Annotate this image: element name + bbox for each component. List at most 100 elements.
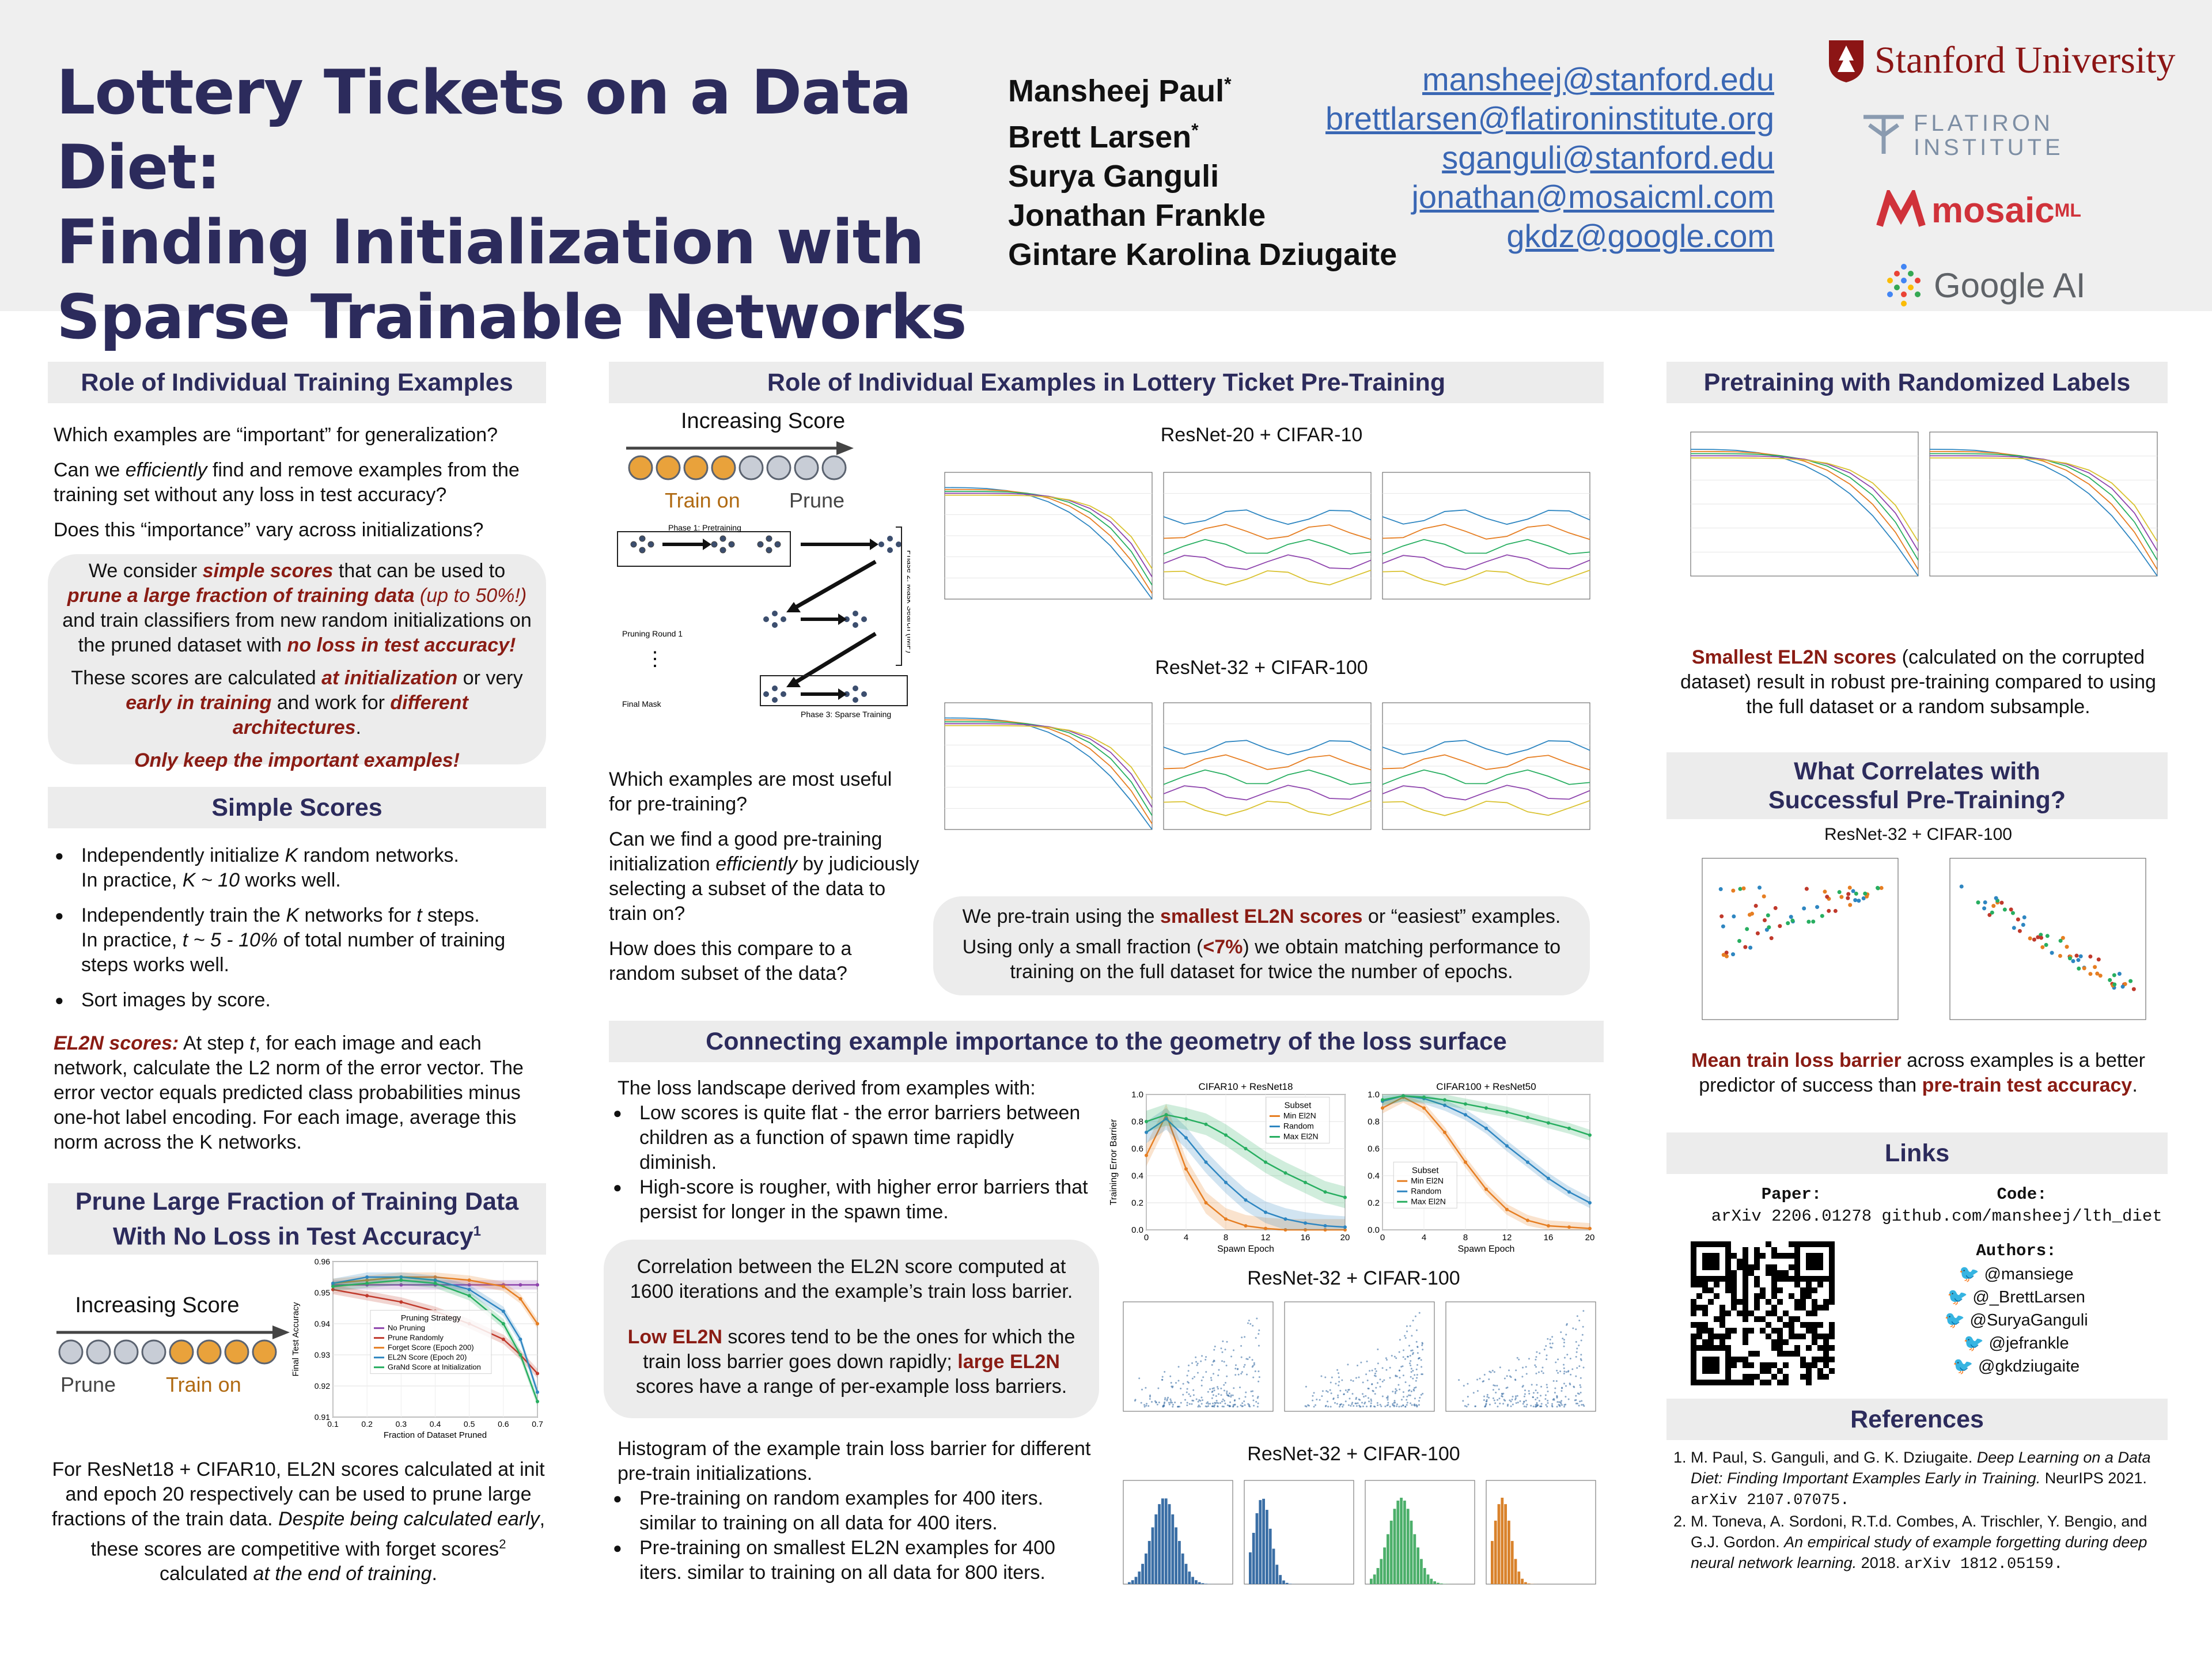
scatter-point xyxy=(1731,888,1736,893)
scatter-point xyxy=(1342,1404,1344,1406)
scatter-point xyxy=(1192,1400,1195,1402)
email-link[interactable]: mansheej@stanford.edu xyxy=(1422,61,1774,97)
scatter-point xyxy=(2040,945,2045,949)
qr-module xyxy=(1743,1299,1748,1305)
qr-module xyxy=(1800,1293,1806,1299)
scatter-point xyxy=(1239,1387,1241,1389)
scatter-point xyxy=(1582,1325,1584,1328)
scatter-point xyxy=(1334,1402,1336,1404)
score-scale-graphic xyxy=(56,1325,290,1365)
scatter-point xyxy=(1876,886,1880,891)
scatter-point xyxy=(2058,953,2062,958)
scatter-point xyxy=(1172,1404,1174,1406)
data-point xyxy=(1264,1160,1267,1164)
qr-module xyxy=(1777,1328,1783,1334)
qr-module xyxy=(1783,1276,1789,1282)
scatter-point xyxy=(1366,1360,1368,1362)
scatter-point xyxy=(1406,1404,1408,1406)
scatter-point xyxy=(1576,1315,1578,1317)
score-scale: Increasing Score Train on Prune xyxy=(623,409,865,518)
email-link[interactable]: jonathan@mosaicml.com xyxy=(1411,179,1774,215)
scatter-point xyxy=(1493,1384,1495,1387)
el2n-vs-barrier-scatter xyxy=(1123,1301,1596,1412)
author: Gintare Karolina Dziugaite xyxy=(1008,237,1397,272)
scatter-point xyxy=(1497,1406,1499,1408)
qr-module xyxy=(1829,1334,1835,1339)
scatter-point xyxy=(1342,1406,1344,1408)
scatter-point xyxy=(1410,1364,1412,1366)
scatter-point xyxy=(1497,1399,1499,1401)
scatter-point xyxy=(1324,1376,1327,1378)
scatter-point xyxy=(1537,1371,1540,1373)
scatter-point xyxy=(1492,1397,1494,1399)
scatter-point xyxy=(1396,1403,1398,1406)
scatter-point xyxy=(1391,1354,1393,1357)
twitter-handle[interactable]: 🐦 @mansiege xyxy=(1959,1265,2074,1283)
scatter-point xyxy=(1506,1405,1509,1407)
scatter-point xyxy=(2088,954,2093,959)
scatter-point xyxy=(1546,1387,1548,1389)
twitter-handle[interactable]: 🐦 @_BrettLarsen xyxy=(1947,1288,2085,1306)
scatter-point xyxy=(1177,1380,1180,1382)
y-tick-label: 0.8 xyxy=(1131,1117,1143,1127)
email-link[interactable]: gkdz@google.com xyxy=(1506,218,1774,254)
y-tick-label: 0.6 xyxy=(1368,1144,1380,1154)
qr-module xyxy=(1829,1328,1835,1334)
scatter-point xyxy=(1234,1403,1236,1406)
email-link[interactable]: sganguli@stanford.edu xyxy=(1442,139,1774,176)
twitter-handle[interactable]: 🐦 @SuryaGanguli xyxy=(1944,1311,2088,1330)
scatter-point xyxy=(1410,1350,1412,1352)
scatter-point xyxy=(1544,1398,1547,1400)
code-link[interactable]: Code: github.com/mansheej/lth_diet xyxy=(1881,1185,2162,1226)
scatter-point xyxy=(1535,1358,1537,1361)
qr-module xyxy=(1737,1357,1743,1362)
scatter-point xyxy=(1257,1344,1260,1347)
data-point xyxy=(1164,1117,1168,1121)
qr-module xyxy=(1812,1328,1817,1334)
scatter-point xyxy=(1811,919,1816,924)
histogram-bar xyxy=(1161,1498,1164,1584)
scatter-point xyxy=(1755,931,1760,935)
scatter-point xyxy=(1149,1394,1152,1396)
scatter-point xyxy=(1169,1375,1172,1377)
scatter-point xyxy=(1540,1405,1542,1407)
legend-entry: Prune Randomly xyxy=(388,1334,444,1342)
scatter-point xyxy=(1169,1402,1172,1404)
scatter-point xyxy=(1234,1399,1236,1402)
scatter-point xyxy=(1853,898,1858,903)
scatter-point xyxy=(1366,1379,1369,1381)
scatter-point xyxy=(1398,1351,1400,1353)
email-link[interactable]: brettlarsen@flatironinstitute.org xyxy=(1325,100,1774,137)
scatter-point xyxy=(1767,925,1771,930)
scatter-point xyxy=(1156,1403,1158,1406)
legend-entry: Min El2N xyxy=(1283,1111,1316,1120)
scatter-point xyxy=(1252,1390,1254,1392)
scatter-plot-area xyxy=(1445,1301,1596,1412)
network-icon xyxy=(630,535,781,554)
y-tick-label: 0.4 xyxy=(1368,1171,1380,1181)
list-item: Independently initialize K random networ… xyxy=(48,843,549,893)
twitter-handle[interactable]: 🐦 @gkdziugaite xyxy=(1952,1357,2080,1376)
scatter-point xyxy=(1486,1396,1488,1398)
qr-module xyxy=(1691,1299,1696,1305)
qr-code-icon[interactable] xyxy=(1691,1241,1835,1385)
scatter-point xyxy=(1185,1391,1188,1393)
scatter-point xyxy=(1221,1351,1224,1353)
scatter-point xyxy=(1226,1392,1228,1395)
x-tick-label: 12 xyxy=(1261,1233,1271,1243)
scatter-point xyxy=(2016,917,2020,922)
histogram-bar xyxy=(1158,1504,1161,1584)
qr-module xyxy=(1771,1293,1777,1299)
scatter-point xyxy=(1415,1329,1418,1331)
flatiron-logo: FLATIRON INSTITUTE xyxy=(1826,98,2183,173)
scatter-point xyxy=(1350,1379,1352,1381)
scatter-point xyxy=(2028,936,2032,941)
scatter-point xyxy=(1416,1404,1418,1407)
twitter-handle[interactable]: 🐦 @jefrankle xyxy=(1963,1334,2069,1353)
qr-module xyxy=(1754,1374,1760,1380)
histogram-bar xyxy=(1497,1504,1501,1584)
scatter-point xyxy=(1213,1389,1215,1392)
paper-link[interactable]: Paper: arXiv 2206.01278 xyxy=(1711,1185,1872,1226)
scatter-point xyxy=(1389,1366,1391,1369)
scatter-point xyxy=(1337,1396,1339,1399)
